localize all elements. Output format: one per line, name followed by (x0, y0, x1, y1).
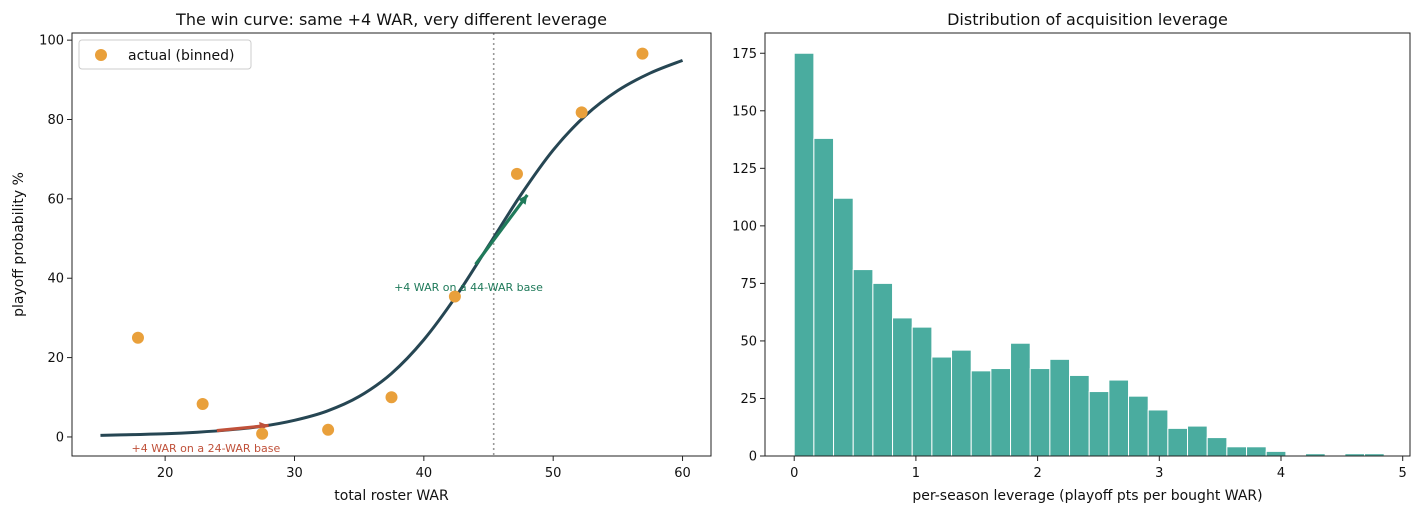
binned-point (575, 106, 588, 119)
win-curve-plot: 20 30 40 50 60 0 20 40 60 80 100 +4 WAR on a 24-WAR… (39, 33, 691, 481)
x-tick-label: 5 (1399, 466, 1407, 481)
histogram-bar (1108, 379, 1130, 457)
histogram-bar (1246, 446, 1267, 457)
win-curve-panel: The win curve: same +4 WAR, very differe… (11, 10, 712, 504)
win-curve-axes-frame (71, 32, 712, 457)
binned-point (196, 398, 209, 411)
histogram-bar (1226, 446, 1248, 457)
win-curve-ylabel: playoff probability % (11, 172, 27, 317)
histogram-bar (872, 282, 894, 457)
legend-frame (78, 39, 252, 70)
histogram-bar (1147, 409, 1169, 457)
x-tick-label: 40 (416, 466, 433, 481)
histogram-bar (1029, 368, 1051, 457)
x-tick-label: 1 (912, 466, 920, 481)
histogram-bar (1069, 374, 1090, 457)
histogram-title: Distribution of acquisition leverage (947, 10, 1228, 29)
y-tick-label: 75 (740, 277, 757, 292)
win-curve-xlabel: total roster WAR (334, 488, 449, 504)
x-tick-label: 60 (674, 466, 691, 481)
legend: actual (binned) (78, 39, 252, 70)
histogram-bar (1128, 395, 1149, 457)
y-tick-label: 80 (47, 113, 64, 128)
binned-point (385, 391, 398, 404)
histogram-bar (1206, 437, 1228, 457)
x-tick-label: 0 (790, 466, 798, 481)
x-tick-label: 50 (545, 466, 562, 481)
y-tick-label: 150 (732, 104, 757, 119)
histogram-bar (793, 52, 815, 457)
win-curve-line (100, 58, 684, 437)
histogram-bar (911, 326, 933, 457)
binned-point (636, 47, 649, 60)
histogram-bar (951, 349, 972, 457)
x-tick-label: 30 (286, 466, 303, 481)
legend-marker (95, 49, 107, 61)
legend-label: actual (binned) (128, 48, 235, 64)
y-tick-label: 60 (47, 192, 64, 207)
histogram-axes-frame (764, 32, 1411, 457)
y-tick-label: 125 (732, 162, 757, 177)
histogram-bar (1049, 358, 1071, 457)
x-tick-label: 20 (157, 466, 174, 481)
histogram-bar (1088, 391, 1110, 457)
leverage-arrow-head (518, 194, 528, 205)
y-tick-label: 175 (732, 47, 757, 62)
binned-point (448, 290, 461, 303)
y-tick-label: 100 (732, 219, 757, 234)
binned-point (322, 423, 335, 436)
leverage-arrow-shaft (474, 193, 529, 266)
y-tick-label: 25 (740, 392, 757, 407)
histogram-xlabel: per-season leverage (playoff pts per bou… (912, 488, 1262, 504)
histogram-bar (1167, 427, 1189, 457)
annotation-label: +4 WAR on a 44-WAR base (394, 281, 543, 294)
y-tick-label: 0 (749, 450, 757, 465)
x-tick-label: 4 (1277, 466, 1285, 481)
histogram-bar (1265, 450, 1287, 457)
binned-point (510, 167, 523, 180)
binned-point (131, 331, 144, 344)
y-tick-label: 50 (740, 334, 757, 349)
histogram-bar (990, 368, 1012, 457)
histogram-bar (892, 317, 913, 457)
win-curve-title: The win curve: same +4 WAR, very differe… (175, 10, 607, 29)
x-tick-label: 3 (1155, 466, 1163, 481)
histogram-bar (1187, 425, 1208, 457)
y-tick-label: 0 (56, 430, 64, 445)
histogram-bar (970, 370, 992, 457)
y-tick-label: 100 (39, 34, 64, 49)
y-tick-label: 40 (47, 272, 64, 287)
histogram-bar (813, 137, 835, 457)
x-tick-label: 2 (1033, 466, 1041, 481)
annotation-label: +4 WAR on a 24-WAR base (132, 442, 281, 455)
binned-point (256, 427, 269, 440)
histogram-bar (833, 197, 854, 457)
histogram-bar (1010, 342, 1031, 457)
histogram-bar (931, 356, 953, 457)
histogram-bar (852, 269, 874, 457)
y-tick-label: 20 (47, 351, 64, 366)
